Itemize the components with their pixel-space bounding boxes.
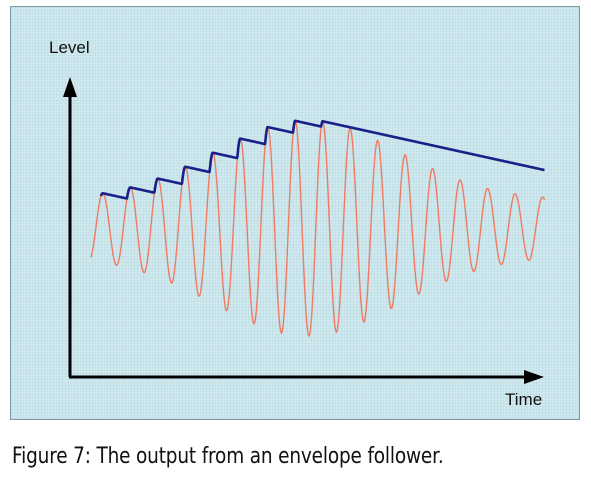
figure-panel: Level Time (10, 6, 580, 420)
y-axis-arrow-icon (63, 77, 77, 97)
x-axis-label: Time (505, 390, 542, 409)
x-axis-arrow-icon (524, 370, 544, 384)
y-axis-label: Level (49, 38, 90, 57)
input-signal-waveform (90, 119, 546, 338)
figure-caption: Figure 7: The output from an envelope fo… (12, 444, 444, 469)
envelope-output-curve (99, 119, 546, 200)
envelope-diagram: Level Time (49, 38, 546, 409)
